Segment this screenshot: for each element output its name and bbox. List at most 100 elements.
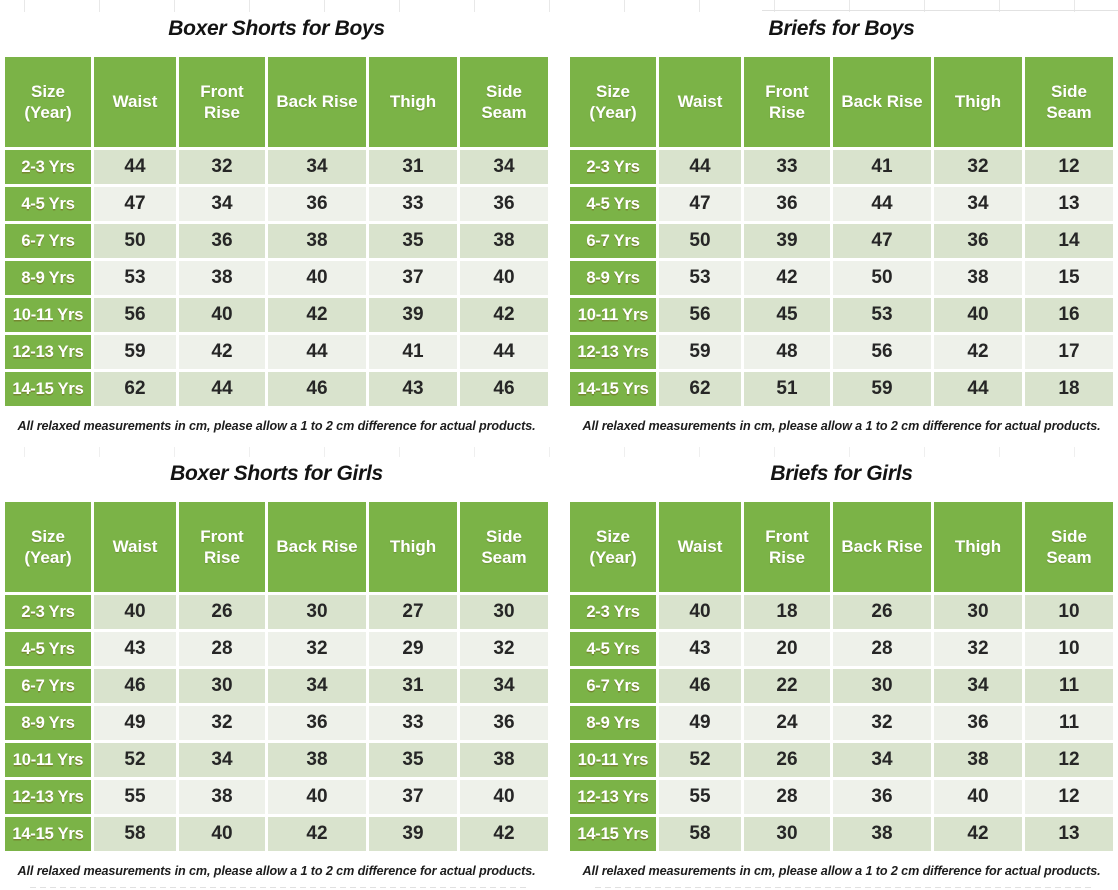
table-footnote-area: All relaxed measurements in cm, please a…: [570, 406, 1113, 445]
value-cell: 32: [833, 706, 931, 740]
table-footnote: All relaxed measurements in cm, please a…: [17, 863, 536, 878]
value-cell: 12: [1025, 150, 1113, 184]
table-row: 10-11 Yrs 52 26 34 38 12: [570, 743, 1113, 777]
size-label-cell: 12-13 Yrs: [570, 780, 656, 814]
value-cell: 28: [179, 632, 265, 666]
value-cell: 42: [934, 335, 1022, 369]
table-row: 8-9 Yrs 53 42 50 38 15: [570, 261, 1113, 295]
spreadsheet-gridline-bottom-left: [30, 887, 530, 888]
value-cell: 31: [369, 669, 457, 703]
table-row: 2-3 Yrs 44 32 34 31 34: [5, 150, 548, 184]
table-row: 4-5 Yrs 47 36 44 34 13: [570, 187, 1113, 221]
value-cell: 52: [659, 743, 741, 777]
value-cell: 50: [659, 224, 741, 258]
table-header-row: Size (Year) Waist Front Rise Back Rise Thigh…: [570, 502, 1113, 592]
value-cell: 38: [179, 780, 265, 814]
value-cell: 56: [94, 298, 176, 332]
table-header-row: Size (Year) Waist Front Rise Back Rise Thigh…: [5, 502, 548, 592]
table-row: 6-7 Yrs 50 36 38 35 38: [5, 224, 548, 258]
size-table: Size (Year) Waist Front Rise Back Rise Thigh…: [5, 57, 548, 406]
value-cell: 53: [659, 261, 741, 295]
value-cell: 42: [934, 817, 1022, 851]
table-row: 4-5 Yrs 43 28 32 29 32: [5, 632, 548, 666]
table-row: 10-11 Yrs 52 34 38 35 38: [5, 743, 548, 777]
value-cell: 44: [659, 150, 741, 184]
value-cell: 36: [268, 706, 366, 740]
value-cell: 42: [460, 298, 548, 332]
value-cell: 18: [1025, 372, 1113, 406]
value-cell: 34: [179, 743, 265, 777]
column-header: Front Rise: [179, 502, 265, 592]
table-title-area: Briefs for Girls: [570, 445, 1113, 502]
value-cell: 17: [1025, 335, 1113, 369]
table-row: 8-9 Yrs 49 24 32 36 11: [570, 706, 1113, 740]
size-label-cell: 4-5 Yrs: [5, 632, 91, 666]
value-cell: 47: [94, 187, 176, 221]
table-row: 4-5 Yrs 47 34 36 33 36: [5, 187, 548, 221]
table-row: 14-15 Yrs 62 51 59 44 18: [570, 372, 1113, 406]
column-header: Front Rise: [744, 502, 830, 592]
table-title-area: Boxer Shorts for Boys: [5, 0, 548, 57]
table-title-area: Briefs for Boys: [570, 0, 1113, 57]
value-cell: 22: [744, 669, 830, 703]
value-cell: 40: [268, 261, 366, 295]
table-title: Boxer Shorts for Girls: [170, 461, 383, 485]
value-cell: 34: [460, 150, 548, 184]
value-cell: 43: [369, 372, 457, 406]
value-cell: 40: [179, 817, 265, 851]
value-cell: 36: [833, 780, 931, 814]
table-footnote-area: All relaxed measurements in cm, please a…: [570, 851, 1113, 890]
table-header-row: Size (Year) Waist Front Rise Back Rise Thigh…: [5, 57, 548, 147]
value-cell: 38: [268, 743, 366, 777]
column-header: Waist: [659, 57, 741, 147]
value-cell: 12: [1025, 743, 1113, 777]
column-header: Front Rise: [744, 57, 830, 147]
value-cell: 47: [833, 224, 931, 258]
value-cell: 40: [460, 780, 548, 814]
size-label-cell: 10-11 Yrs: [570, 743, 656, 777]
size-label-cell: 14-15 Yrs: [570, 372, 656, 406]
value-cell: 34: [833, 743, 931, 777]
value-cell: 36: [934, 224, 1022, 258]
value-cell: 39: [744, 224, 830, 258]
value-cell: 33: [369, 706, 457, 740]
value-cell: 36: [268, 187, 366, 221]
table-title: Boxer Shorts for Boys: [168, 16, 385, 40]
size-chart-section: Boxer Shorts for Girls Size (Year) Waist F…: [5, 445, 548, 890]
value-cell: 29: [369, 632, 457, 666]
table-body: 2-3 Yrs 40 26 30 27 30 4-5 Yrs 43 28 32 29 32 6-7 Yr…: [5, 595, 548, 851]
value-cell: 51: [744, 372, 830, 406]
table-title-area: Boxer Shorts for Girls: [5, 445, 548, 502]
value-cell: 28: [744, 780, 830, 814]
value-cell: 40: [934, 780, 1022, 814]
column-header: Waist: [659, 502, 741, 592]
table-title: Briefs for Girls: [770, 461, 913, 485]
value-cell: 62: [94, 372, 176, 406]
column-header: Side Seam: [1025, 502, 1113, 592]
value-cell: 12: [1025, 780, 1113, 814]
value-cell: 26: [833, 595, 931, 629]
table-row: 8-9 Yrs 49 32 36 33 36: [5, 706, 548, 740]
value-cell: 34: [934, 187, 1022, 221]
table-footnote-area: All relaxed measurements in cm, please a…: [5, 851, 548, 890]
value-cell: 46: [460, 372, 548, 406]
table-row: 10-11 Yrs 56 40 42 39 42: [5, 298, 548, 332]
value-cell: 14: [1025, 224, 1113, 258]
column-header: Size (Year): [570, 502, 656, 592]
size-label-cell: 2-3 Yrs: [5, 150, 91, 184]
value-cell: 13: [1025, 187, 1113, 221]
value-cell: 38: [268, 224, 366, 258]
size-label-cell: 10-11 Yrs: [5, 743, 91, 777]
value-cell: 11: [1025, 706, 1113, 740]
value-cell: 13: [1025, 817, 1113, 851]
size-table: Size (Year) Waist Front Rise Back Rise Thigh…: [570, 502, 1113, 851]
table-body: 2-3 Yrs 44 33 41 32 12 4-5 Yrs 47 36 44 34 13 6-7 Yr…: [570, 150, 1113, 406]
value-cell: 44: [179, 372, 265, 406]
table-row: 12-13 Yrs 55 28 36 40 12: [570, 780, 1113, 814]
value-cell: 36: [934, 706, 1022, 740]
size-label-cell: 6-7 Yrs: [570, 669, 656, 703]
value-cell: 42: [744, 261, 830, 295]
column-header: Size (Year): [5, 502, 91, 592]
value-cell: 34: [934, 669, 1022, 703]
value-cell: 32: [268, 632, 366, 666]
